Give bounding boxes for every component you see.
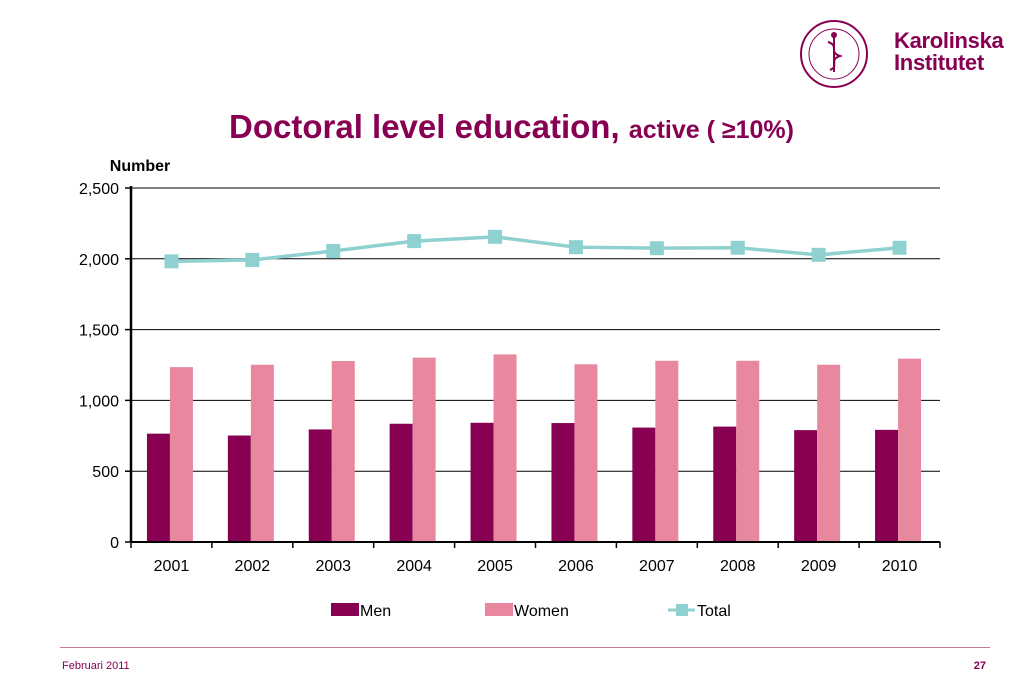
bar-women [412, 357, 436, 542]
bar-men [794, 430, 818, 542]
y-tick-label: 2,000 [79, 252, 119, 269]
x-tick-label: 2005 [477, 558, 513, 575]
total-point [730, 240, 745, 255]
x-tick-label: 2001 [154, 558, 190, 575]
legend-marker-total [676, 604, 688, 616]
y-tick-label: 0 [110, 535, 119, 552]
bar-women [493, 354, 517, 542]
y-axis-label: Number [110, 158, 170, 175]
x-tick-label: 2009 [801, 558, 837, 575]
bar-men [632, 427, 656, 542]
legend-swatch-men [331, 603, 359, 616]
total-point [649, 241, 664, 256]
y-tick-label: 1,000 [79, 393, 119, 410]
bar-women [655, 360, 679, 542]
title-main: Doctoral level education, [229, 108, 620, 145]
x-tick-label: 2003 [315, 558, 351, 575]
bar-men [551, 423, 575, 542]
bar-men [713, 426, 737, 542]
x-tick-label: 2004 [396, 558, 432, 575]
bar-women [331, 361, 355, 542]
title-sub: active ( ≥10%) [628, 116, 794, 144]
total-point [326, 244, 341, 259]
x-tick-label: 2006 [558, 558, 594, 575]
total-line [164, 229, 907, 269]
bar-women [736, 360, 760, 542]
footer-divider [60, 647, 990, 648]
legend-label-total: Total [697, 603, 731, 620]
total-point [568, 240, 583, 255]
bar-women [250, 364, 274, 542]
bar-women [169, 367, 193, 542]
bar-women [574, 364, 598, 542]
total-point [811, 247, 826, 262]
slide-title: Doctoral level education, active ( ≥10%) [0, 108, 1023, 146]
total-point [407, 234, 422, 249]
y-tick-label: 2,500 [79, 181, 119, 198]
x-tick-label: 2008 [720, 558, 756, 575]
x-tick-label: 2007 [639, 558, 675, 575]
bar-men [875, 429, 899, 542]
total-point [164, 254, 179, 269]
seal-icon [800, 20, 868, 88]
total-point [245, 252, 260, 267]
bar-women [817, 364, 841, 542]
total-line-path [171, 235, 900, 264]
total-point [892, 240, 907, 255]
axes: 0 500 1,000 1,500 2,000 2,500 Number 2001 2002 20… [79, 158, 941, 575]
x-tick-label: 2010 [882, 558, 918, 575]
y-tick-label: 500 [92, 464, 119, 481]
bar-men [308, 429, 332, 542]
bar-men [389, 423, 413, 542]
footer-date: Februari 2011 [62, 660, 130, 672]
logo-wordmark: Karolinska Institutet [894, 30, 1004, 74]
bar-men [470, 422, 494, 542]
legend-label-men: Men [360, 603, 391, 620]
legend-swatch-women [485, 603, 513, 616]
bars [146, 354, 922, 542]
bar-women [898, 358, 922, 542]
x-tick-label: 2002 [235, 558, 271, 575]
bar-men [146, 433, 170, 542]
logo-name-line2: Institutet [894, 50, 984, 75]
logo-name-line1: Karolinska [894, 28, 1004, 53]
legend-label-women: Women [514, 603, 569, 620]
bar-men [227, 435, 251, 542]
y-tick-label: 1,500 [79, 323, 119, 340]
karolinska-logo [796, 14, 1011, 94]
legend: Men Women Total [331, 603, 731, 620]
page-number: 27 [973, 660, 986, 672]
total-point [488, 229, 503, 244]
